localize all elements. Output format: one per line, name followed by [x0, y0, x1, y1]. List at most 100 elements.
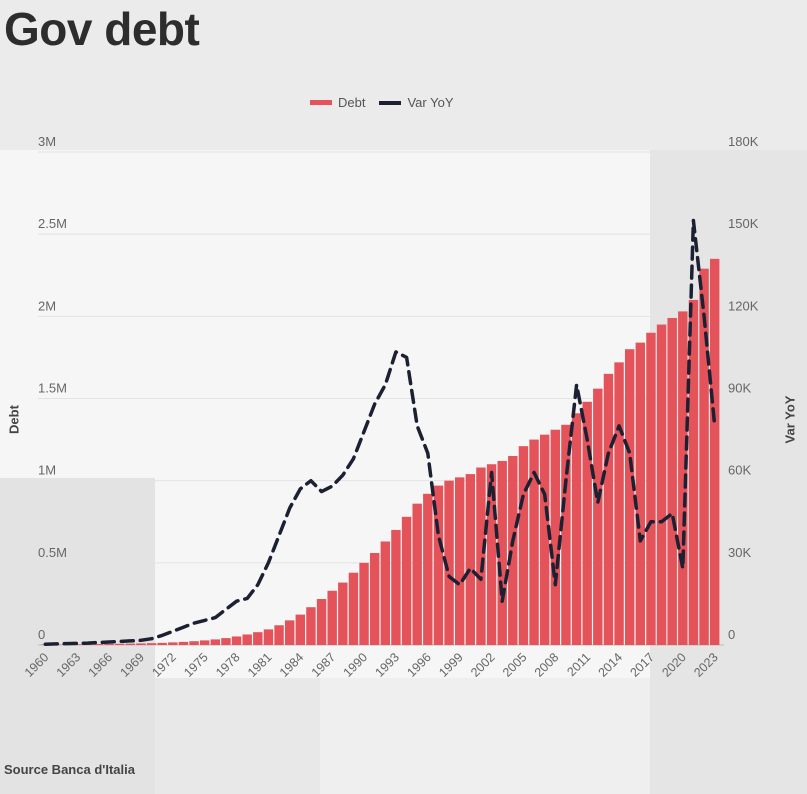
debt-bar	[316, 598, 327, 645]
debt-bar	[391, 529, 401, 645]
x-tick-label: 1987	[309, 650, 339, 680]
right-axis-label: Var YoY	[782, 395, 798, 444]
left-tick-label: 0	[38, 627, 45, 642]
debt-bar	[646, 332, 656, 645]
debt-bar	[571, 413, 582, 645]
debt-bar	[338, 582, 348, 645]
debt-bar	[284, 620, 295, 645]
debt-bar	[561, 424, 571, 645]
debt-bar	[518, 446, 529, 645]
legend-label-var-yoy: Var YoY	[407, 95, 454, 110]
var-yoy-series-line	[43, 218, 717, 646]
var-yoy-line	[43, 218, 717, 646]
x-tick-label: 1999	[436, 650, 466, 680]
x-tick-label: 1990	[341, 650, 371, 680]
debt-bar	[454, 477, 465, 645]
left-tick-label: 2.5M	[38, 216, 67, 231]
debt-bar	[550, 429, 561, 645]
x-tick-label: 1978	[213, 650, 243, 680]
debt-bar	[348, 572, 359, 645]
x-tick-label: 1975	[181, 650, 211, 680]
x-tick-label: 1966	[86, 650, 116, 680]
backdrop-plot-panel	[0, 150, 650, 478]
debt-bar	[508, 456, 518, 645]
debt-bar	[678, 311, 688, 645]
left-tick-label: 0.5M	[38, 545, 67, 560]
debt-bar	[423, 493, 433, 645]
right-tick-label: 60K	[728, 463, 751, 478]
x-tick-label: 2011	[564, 650, 593, 679]
debt-bar	[476, 467, 486, 645]
debt-bar	[465, 474, 476, 645]
backdrop-top	[0, 0, 807, 150]
debt-bar	[444, 480, 454, 645]
x-tick-label: 1984	[277, 650, 307, 680]
backdrop-left-panel	[0, 478, 155, 794]
x-tick-label: 1996	[404, 650, 434, 680]
debt-bar	[593, 388, 603, 645]
debt-bar	[486, 464, 497, 645]
chart-legend: Debt Var YoY	[310, 95, 454, 110]
debt-bar	[709, 258, 720, 645]
right-tick-label: 0	[728, 627, 735, 642]
debt-bar	[242, 634, 252, 645]
debt-bar	[401, 516, 412, 645]
debt-bar	[93, 644, 104, 645]
debt-bar	[699, 268, 709, 645]
debt-bar	[210, 639, 221, 645]
debt-bar	[369, 552, 380, 645]
right-axis-ticks: 0 30K 60K 90K 120K 150K 180K	[728, 134, 759, 642]
legend-swatch-var-yoy	[379, 100, 402, 105]
x-tick-label: 1981	[245, 650, 275, 680]
debt-bar	[178, 641, 189, 645]
x-tick-label: 1972	[149, 650, 179, 680]
legend-swatch-debt	[310, 100, 332, 105]
debt-bar	[624, 349, 635, 645]
source-note: Source Banca d'Italia	[4, 762, 135, 777]
debt-bar	[295, 614, 306, 645]
debt-bar	[136, 643, 146, 645]
debt-bar	[529, 439, 539, 645]
legend-label-debt: Debt	[338, 95, 366, 110]
debt-bar	[539, 434, 550, 645]
x-tick-label: 1993	[372, 650, 402, 680]
debt-bar	[125, 643, 136, 645]
debt-bar	[656, 324, 667, 645]
x-tick-label: 1963	[54, 650, 84, 680]
x-tick-label: 2023	[691, 650, 721, 680]
x-tick-label: 2020	[659, 650, 689, 680]
legend-item-debt: Debt	[310, 95, 365, 110]
x-tick-label: 2017	[627, 650, 657, 680]
x-axis-ticks: 1960 1963 1966 1969 1972 1975 1978 1981 1984 1987…	[22, 650, 721, 680]
debt-bar	[359, 562, 369, 645]
left-tick-label: 1.5M	[38, 381, 67, 396]
x-tick-label: 1960	[22, 650, 52, 680]
debt-bar	[189, 641, 199, 645]
debt-bar	[306, 607, 316, 645]
debt-bar	[380, 541, 391, 645]
debt-bars	[40, 258, 720, 645]
debt-bar	[274, 625, 284, 645]
debt-bar	[327, 590, 337, 645]
debt-bar	[603, 373, 614, 645]
left-tick-label: 3M	[38, 134, 56, 149]
left-tick-label: 2M	[38, 298, 56, 313]
debt-bar	[157, 642, 167, 645]
page-title: Gov debt	[4, 3, 200, 55]
debt-bar	[635, 342, 646, 645]
x-tick-label: 2008	[532, 650, 562, 680]
left-axis-ticks: 0 0.5M 1M 1.5M 2M 2.5M 3M	[38, 134, 67, 642]
debt-bar	[433, 485, 444, 645]
debt-bar	[497, 460, 507, 645]
debt-bar	[263, 629, 274, 645]
right-tick-label: 180K	[728, 134, 759, 149]
right-tick-label: 30K	[728, 545, 751, 560]
debt-bar	[199, 640, 210, 645]
left-axis-label: Debt	[6, 405, 22, 434]
debt-bar	[168, 642, 178, 645]
debt-bar	[614, 362, 624, 645]
x-tick-label: 2002	[468, 650, 498, 680]
left-tick-label: 1M	[38, 463, 56, 478]
debt-bar	[146, 643, 157, 645]
